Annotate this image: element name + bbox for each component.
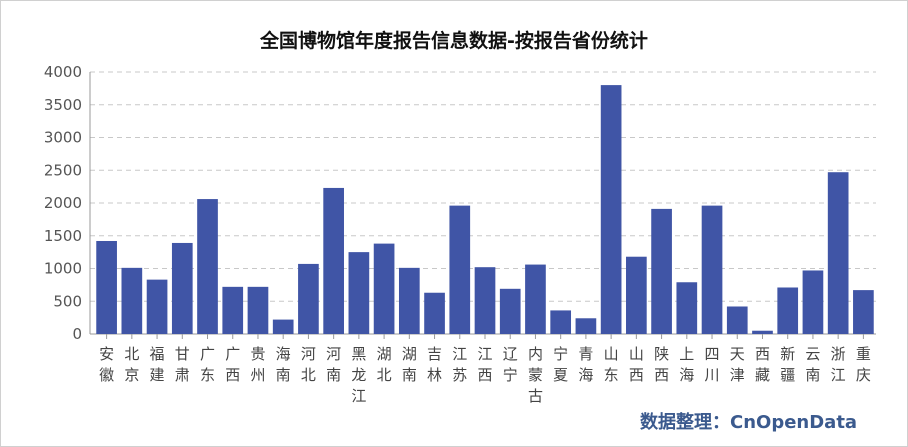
bar: [121, 267, 143, 334]
bar: [777, 287, 799, 334]
bar: [802, 270, 824, 334]
x-tick-label: 福建: [150, 345, 165, 384]
chart-title: 全国博物馆年度报告信息数据-按报告省份统计: [260, 30, 648, 52]
bar: [752, 330, 773, 334]
x-tick-label: 广西: [225, 345, 240, 384]
y-tick-label: 1000: [44, 260, 82, 278]
bar: [272, 319, 294, 334]
bar: [525, 264, 546, 334]
bar: [626, 256, 647, 334]
x-tick-label: 黑龙江: [351, 345, 366, 405]
x-tick-label: 云南: [805, 345, 820, 384]
x-tick-label: 甘肃: [175, 345, 190, 384]
x-tick-label: 浙江: [831, 345, 846, 384]
x-tick-label: 北京: [124, 345, 139, 384]
y-tick-label: 3500: [44, 96, 82, 114]
x-tick-label: 青海: [578, 345, 593, 384]
x-tick-label: 重庆: [856, 345, 871, 384]
x-tick-label: 广东: [200, 345, 215, 384]
x-tick-label: 安徽: [99, 345, 114, 384]
bar: [373, 243, 395, 334]
bar: [474, 267, 496, 334]
x-tick-label: 山西: [629, 345, 644, 384]
bar: [600, 85, 622, 334]
y-tick-label: 0: [72, 325, 82, 343]
x-tick-label: 上海: [679, 345, 694, 384]
bar: [449, 205, 471, 334]
x-tick-label: 山东: [604, 345, 619, 384]
x-tick-label: 天津: [730, 345, 745, 384]
bar: [575, 318, 597, 334]
y-tick-label: 4000: [44, 63, 82, 81]
x-tick-label: 四川: [705, 345, 720, 384]
x-tick-label: 吉林: [427, 345, 442, 384]
x-tick-label: 西藏: [755, 345, 770, 384]
x-tick-label: 河北: [301, 345, 316, 384]
bar: [827, 172, 849, 334]
x-tick-label: 湖南: [402, 345, 417, 384]
y-tick-label: 500: [53, 292, 82, 310]
x-tick-label: 内蒙古: [528, 345, 543, 405]
x-tick-label: 宁夏: [553, 345, 568, 384]
bar: [726, 306, 748, 334]
x-tick-label: 海南: [276, 345, 291, 384]
x-tick-label: 湖北: [377, 345, 392, 384]
bar: [222, 286, 244, 334]
bar: [298, 263, 319, 334]
bar: [348, 252, 370, 334]
bar: [323, 187, 344, 334]
bar: [171, 242, 193, 334]
bar: [197, 199, 218, 334]
bar: [853, 290, 874, 334]
x-tick-label: 江苏: [452, 345, 467, 384]
y-tick-label: 1500: [44, 227, 82, 245]
bar: [424, 292, 445, 334]
y-tick-label: 3000: [44, 129, 82, 147]
bar: [146, 279, 168, 334]
y-tick-label: 2500: [44, 161, 82, 179]
bar: [96, 240, 117, 334]
x-tick-label: 新疆: [780, 345, 795, 384]
x-tick-label: 江西: [477, 345, 492, 384]
bar: [398, 267, 420, 334]
bar: [701, 205, 723, 334]
y-tick-label: 2000: [44, 194, 82, 212]
bar: [499, 288, 521, 334]
bar: [550, 310, 572, 334]
bar: [247, 286, 269, 334]
x-tick-label: 陕西: [654, 345, 669, 384]
bar: [676, 282, 698, 334]
x-tick-label: 河南: [326, 345, 341, 384]
x-tick-label: 贵州: [250, 345, 265, 384]
x-tick-label: 辽宁: [503, 345, 518, 384]
bar: [651, 208, 672, 334]
data-credit: 数据整理：CnOpenData: [640, 412, 858, 433]
